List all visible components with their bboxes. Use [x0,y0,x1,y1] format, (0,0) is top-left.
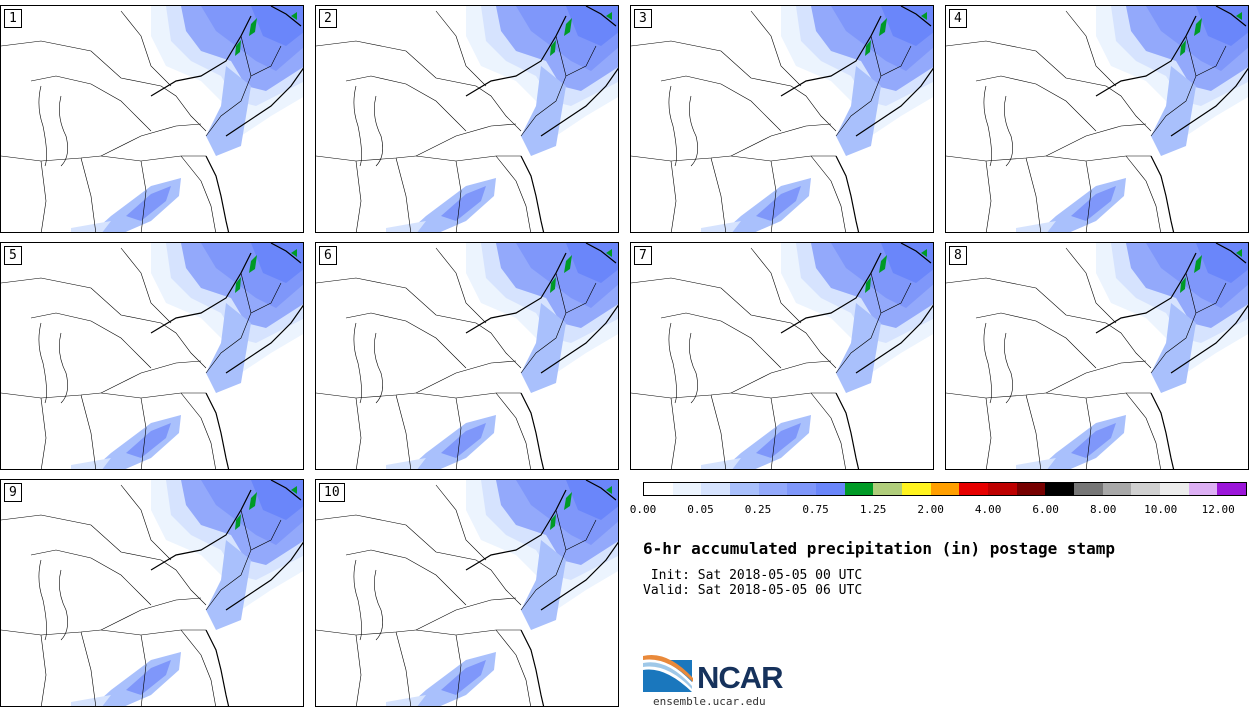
colorbar-tick-label: 0.00 [629,503,657,516]
member-number-label: 10 [319,483,345,502]
colorbar-segment [988,483,1017,495]
valid-time: Valid: Sat 2018-05-05 06 UTC [643,583,863,598]
colorbar-segment [1045,483,1075,495]
colorbar-segment [758,483,788,495]
colorbar-tick-label: 0.75 [802,503,829,516]
member-number-label: 8 [949,246,967,265]
colorbar-segment [1188,483,1218,495]
member-number-label: 4 [949,9,967,28]
map-base [946,243,1248,469]
ensemble-member-panel: 10 [315,479,619,707]
map-base [946,6,1248,232]
website-url: ensemble.ucar.edu [653,695,766,708]
init-time: Init: Sat 2018-05-05 00 UTC [643,568,863,583]
colorbar-segment [959,483,989,495]
map-base [316,6,618,232]
ensemble-member-panel: 7 [630,242,934,470]
precip-colorbar [643,482,1247,496]
member-number-label: 7 [634,246,652,265]
map-base [316,480,618,706]
map-base [1,243,303,469]
ensemble-member-panel: 6 [315,242,619,470]
colorbar-segment [873,483,903,495]
colorbar-segment [1131,483,1161,495]
colorbar-segment [701,483,731,495]
map-base [631,6,933,232]
ensemble-member-panel: 3 [630,5,934,233]
ensemble-member-panel: 1 [0,5,304,233]
colorbar-segment [1016,483,1046,495]
colorbar-tick-label: 12.00 [1201,503,1235,516]
member-number-label: 6 [319,246,337,265]
colorbar-tick-label: 0.25 [744,503,772,516]
member-number-label: 5 [4,246,22,265]
colorbar-segment [1217,483,1247,495]
colorbar-segment [816,483,845,495]
colorbar-segment [787,483,817,495]
colorbar-tick-label: 2.00 [917,503,944,516]
ensemble-member-panel: 2 [315,5,619,233]
ensemble-member-panel: 5 [0,242,304,470]
plot-title: 6-hr accumulated precipitation (in) post… [643,539,1116,558]
colorbar-segment [1160,483,1189,495]
colorbar-segment [930,483,960,495]
map-base [631,243,933,469]
colorbar-segment [644,483,673,495]
map-base [1,480,303,706]
colorbar-tick-label: 8.00 [1089,503,1117,516]
colorbar-segment [1074,483,1103,495]
colorbar-tick-label: 10.00 [1144,503,1178,516]
ensemble-member-panel: 4 [945,5,1249,233]
ncar-logo-icon [643,654,693,692]
member-number-label: 1 [4,9,22,28]
colorbar-tick-label: 0.05 [687,503,714,516]
colorbar-segment [1102,483,1132,495]
ncar-logo-text: NCAR [697,660,784,695]
colorbar-tick-label: 4.00 [974,503,1002,516]
colorbar-segment [730,483,759,495]
colorbar-tick-label: 1.25 [859,503,887,516]
ensemble-member-panel: 9 [0,479,304,707]
member-number-label: 3 [634,9,652,28]
map-base [1,6,303,232]
colorbar-segment [672,483,702,495]
colorbar-segment [844,483,874,495]
colorbar-tick-label: 6.00 [1032,503,1059,516]
member-number-label: 9 [4,483,22,502]
ensemble-member-panel: 8 [945,242,1249,470]
colorbar-segment [902,483,931,495]
member-number-label: 2 [319,9,337,28]
map-base [316,243,618,469]
